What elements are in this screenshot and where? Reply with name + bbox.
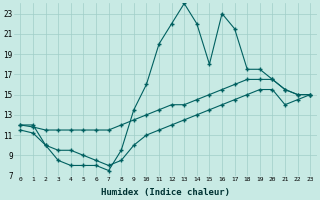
X-axis label: Humidex (Indice chaleur): Humidex (Indice chaleur) xyxy=(101,188,230,197)
